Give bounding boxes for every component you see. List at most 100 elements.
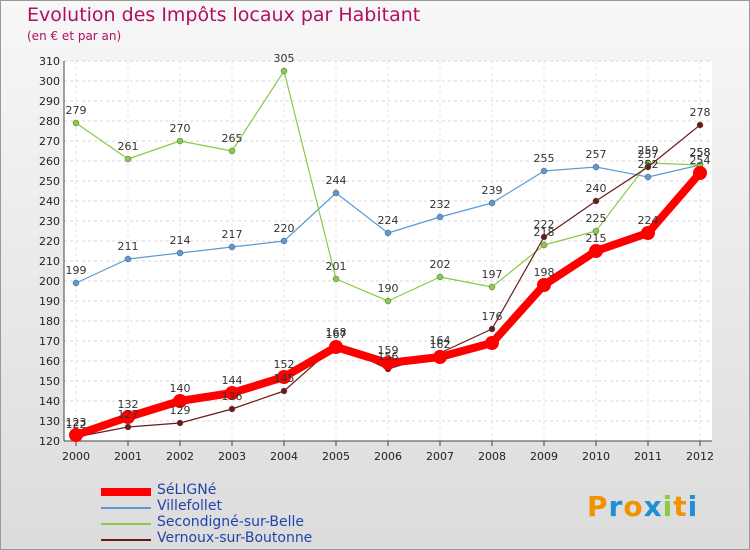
logo-letter: x: [643, 490, 663, 523]
legend-label: SéLIGNé: [157, 482, 217, 498]
data-point: [381, 356, 395, 370]
data-label: 220: [274, 222, 295, 235]
data-label: 279: [66, 104, 87, 117]
data-label: 136: [222, 390, 243, 403]
data-label: 232: [430, 198, 451, 211]
data-point: [537, 278, 551, 292]
data-label: 254: [690, 154, 711, 167]
y-tick-label: 120: [39, 435, 60, 448]
data-point: [225, 386, 239, 400]
data-point: [696, 121, 704, 129]
legend-label: Villefollet: [157, 498, 222, 514]
legend-swatch: [101, 488, 151, 496]
data-point: [644, 163, 652, 171]
y-tick-label: 290: [39, 95, 60, 108]
data-label: 218: [534, 226, 555, 239]
data-label: 202: [430, 258, 451, 271]
data-label: 140: [170, 382, 191, 395]
data-label: 127: [118, 408, 139, 421]
y-tick-label: 180: [39, 315, 60, 328]
logo-letter: i: [687, 490, 699, 523]
x-tick-label: 2010: [582, 450, 610, 463]
y-tick-label: 200: [39, 275, 60, 288]
data-point: [436, 273, 444, 281]
data-point: [384, 229, 392, 237]
data-point: [436, 213, 444, 221]
y-tick-label: 220: [39, 235, 60, 248]
data-label: 190: [378, 282, 399, 295]
data-point: [173, 394, 187, 408]
data-point: [280, 387, 288, 395]
legend-swatch: [101, 507, 151, 509]
data-point: [540, 241, 548, 249]
data-point: [121, 410, 135, 424]
data-point: [124, 155, 132, 163]
y-tick-label: 150: [39, 375, 60, 388]
data-point: [433, 350, 447, 364]
data-label: 144: [222, 374, 243, 387]
data-point: [124, 255, 132, 263]
data-point: [176, 419, 184, 427]
data-label: 123: [66, 416, 87, 429]
logo-letter: r: [608, 490, 624, 523]
y-tick-label: 190: [39, 295, 60, 308]
data-point: [280, 237, 288, 245]
data-label: 129: [170, 404, 191, 417]
data-point: [124, 423, 132, 431]
data-label: 215: [586, 232, 607, 245]
x-tick-label: 2007: [426, 450, 454, 463]
data-label: 197: [482, 268, 503, 281]
data-label: 224: [638, 214, 659, 227]
data-point: [589, 244, 603, 258]
legend-label: Secondigné-sur-Belle: [157, 514, 305, 530]
data-label: 176: [482, 310, 503, 323]
data-label: 168: [326, 326, 347, 339]
data-point: [280, 67, 288, 75]
y-tick-label: 160: [39, 355, 60, 368]
data-label: 305: [274, 52, 295, 65]
logo-letter: i: [662, 490, 674, 523]
data-point: [72, 119, 80, 127]
y-tick-label: 170: [39, 335, 60, 348]
proxiti-logo: Proxiti: [587, 490, 698, 523]
data-point: [485, 336, 499, 350]
data-point: [540, 233, 548, 241]
x-tick-label: 2002: [166, 450, 194, 463]
x-tick-label: 2001: [114, 450, 142, 463]
data-label: 132: [118, 398, 139, 411]
data-label: 239: [482, 184, 503, 197]
data-label: 211: [118, 240, 139, 253]
data-point: [592, 227, 600, 235]
data-label: 167: [326, 328, 347, 341]
x-tick-label: 2006: [374, 450, 402, 463]
data-label: 265: [222, 132, 243, 145]
data-point: [72, 279, 80, 287]
data-point: [641, 226, 655, 240]
data-label: 199: [66, 264, 87, 277]
x-tick-label: 2003: [218, 450, 246, 463]
x-tick-label: 2000: [62, 450, 90, 463]
y-tick-label: 310: [39, 55, 60, 68]
data-point: [384, 297, 392, 305]
data-point: [176, 249, 184, 257]
data-label: 255: [534, 152, 555, 165]
data-label: 201: [326, 260, 347, 273]
data-point: [228, 243, 236, 251]
y-tick-label: 230: [39, 215, 60, 228]
data-label: 225: [586, 212, 607, 225]
data-point: [488, 283, 496, 291]
y-tick-label: 130: [39, 415, 60, 428]
data-point: [69, 428, 83, 442]
logo-letter: P: [587, 490, 609, 523]
data-label: 258: [690, 146, 711, 159]
chart-title: Evolution des Impôts locaux par Habitant: [27, 4, 421, 26]
data-label: 217: [222, 228, 243, 241]
y-tick-label: 210: [39, 255, 60, 268]
data-label: 240: [586, 182, 607, 195]
data-point: [332, 275, 340, 283]
data-point: [332, 189, 340, 197]
data-label: 122: [66, 418, 87, 431]
x-tick-label: 2005: [322, 450, 350, 463]
data-label: 224: [378, 214, 399, 227]
